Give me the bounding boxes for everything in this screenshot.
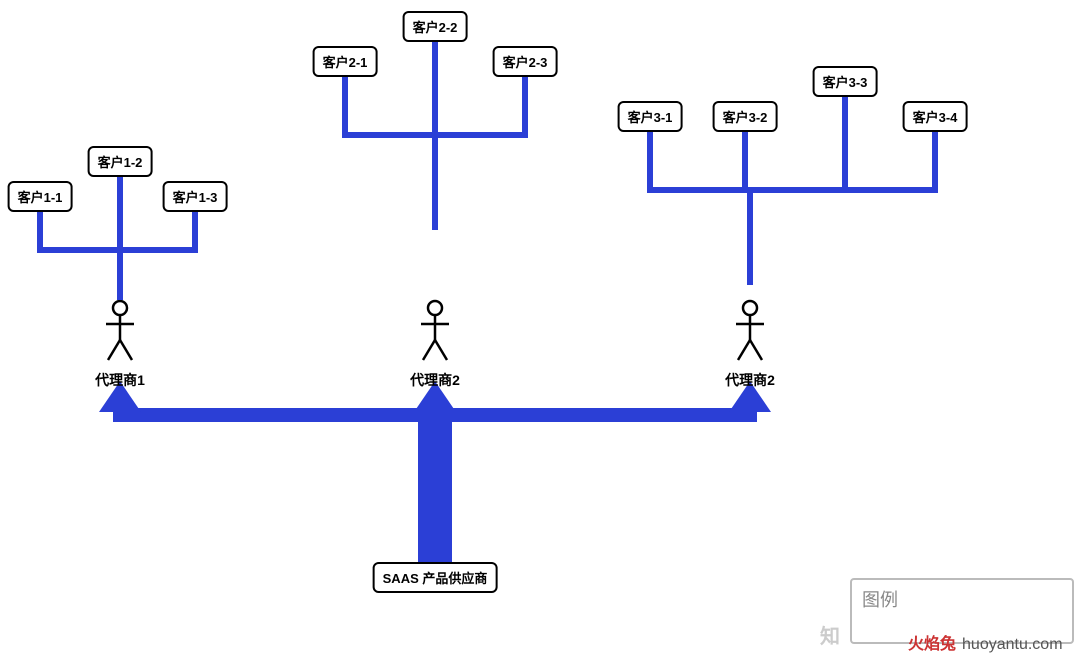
watermark-en: huoyantu.com (962, 636, 1063, 653)
watermark-cn: 火焰兔 (908, 636, 956, 653)
customer-node: 客户2-3 (493, 46, 558, 77)
zhihu-watermark: 知 (820, 620, 842, 649)
customer-node: 客户2-2 (403, 11, 468, 42)
person-icon (421, 301, 449, 360)
person-icon (736, 301, 764, 360)
customer-node: 客户1-3 (163, 181, 228, 212)
customer-node: 客户1-1 (8, 181, 73, 212)
agent-label: 代理商2 (410, 370, 460, 390)
agent-label: 代理商2 (725, 370, 775, 390)
root-label: SAAS 产品供应商 (383, 571, 488, 586)
agent-label: 代理商1 (95, 370, 145, 390)
customer-node: 客户3-3 (813, 66, 878, 97)
diagram-stage: SAAS 产品供应商 图例 知 火焰兔 huoyantu.com 代理商1 代理商2… (0, 0, 1080, 669)
legend-title: 图例 (862, 586, 1062, 612)
customer-node: 客户3-4 (903, 101, 968, 132)
customer-node: 客户2-1 (313, 46, 378, 77)
customer-node: 客户3-1 (618, 101, 683, 132)
site-watermark: 火焰兔 huoyantu.com (908, 630, 1063, 654)
root-node: SAAS 产品供应商 (373, 562, 498, 593)
person-icon (106, 301, 134, 360)
customer-node: 客户1-2 (88, 146, 153, 177)
customer-node: 客户3-2 (713, 101, 778, 132)
